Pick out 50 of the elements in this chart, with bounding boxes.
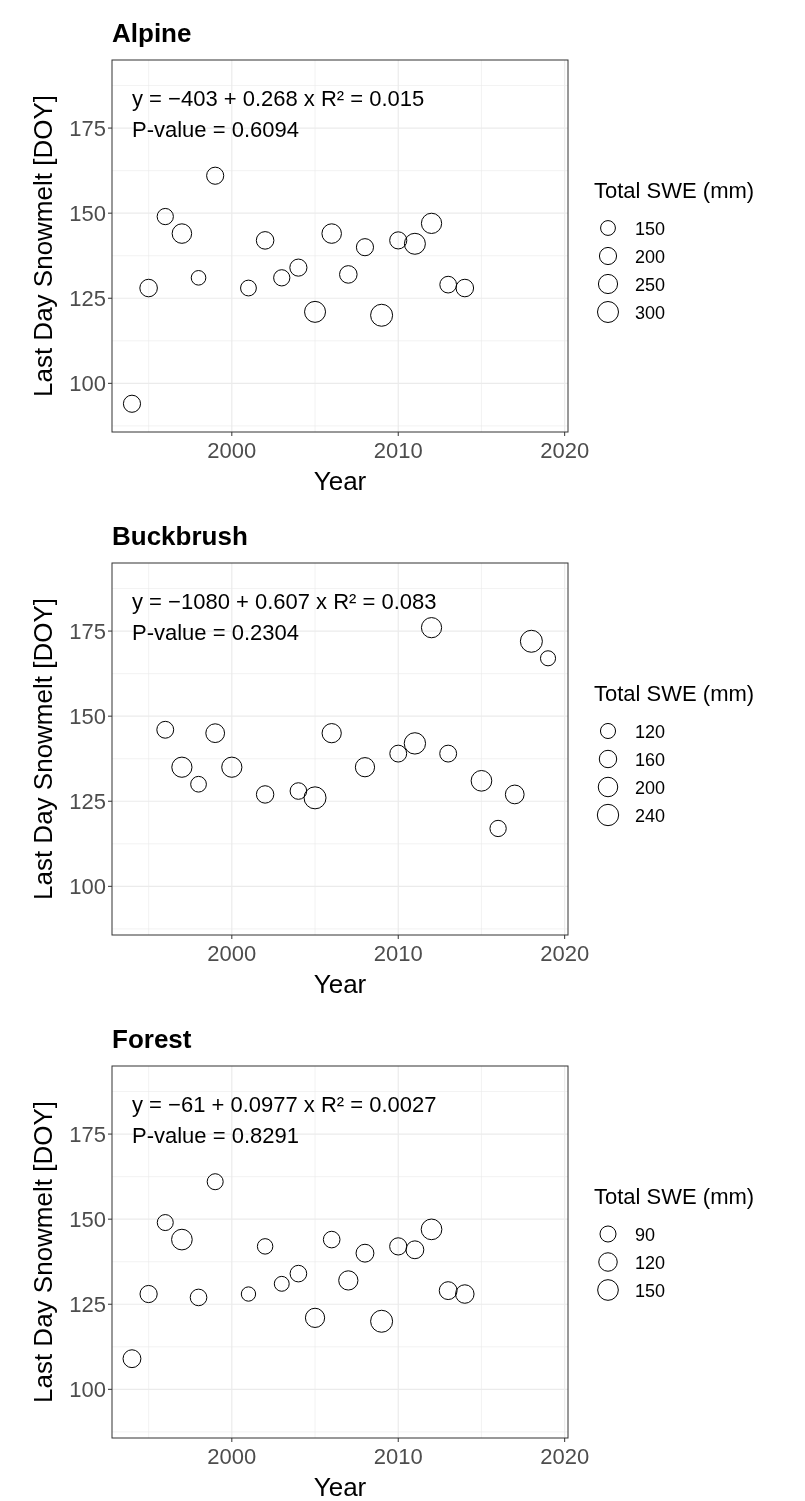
legend-title: Total SWE (mm) [594, 681, 755, 706]
x-tick-label: 2000 [207, 941, 257, 966]
y-axis-title: Last Day Snowmelt [DOY] [28, 1101, 58, 1403]
legend-label: 150 [635, 219, 666, 239]
x-tick-label: 2020 [540, 941, 590, 966]
y-tick-label: 125 [69, 1292, 106, 1318]
legend-title: Total SWE (mm) [594, 1184, 755, 1209]
x-axis-title: Year [313, 1472, 367, 1501]
legend-title: Total SWE (mm) [594, 178, 755, 203]
x-tick-label: 2010 [373, 1444, 423, 1469]
y-tick-label: 100 [69, 371, 106, 397]
annotation: P-value = 0.6094 [132, 117, 299, 142]
y-tick-label: 150 [69, 1207, 106, 1233]
y-tick-label: 100 [69, 1377, 106, 1403]
legend-label: 150 [635, 1281, 666, 1301]
y-tick-label: 150 [69, 201, 106, 227]
y-tick-label: 175 [69, 116, 106, 142]
y-tick-label: 125 [69, 789, 106, 815]
legend-label: 160 [635, 750, 666, 770]
x-axis-title: Year [313, 969, 367, 999]
legend-label: 200 [635, 247, 666, 267]
y-axis-title: Last Day Snowmelt [DOY] [28, 95, 58, 397]
legend-label: 250 [635, 275, 666, 295]
annotation: P-value = 0.8291 [132, 1123, 299, 1148]
y-axis-title: Last Day Snowmelt [DOY] [28, 598, 58, 900]
legend-label: 120 [635, 722, 666, 742]
legend-label: 240 [635, 806, 666, 826]
y-tick-label: 175 [69, 1122, 106, 1148]
y-tick-label: 125 [69, 286, 106, 312]
x-tick-label: 2000 [207, 1444, 257, 1469]
legend-label: 90 [635, 1225, 656, 1245]
chart-title: Buckbrush [112, 521, 248, 551]
annotation: P-value = 0.2304 [132, 620, 299, 645]
y-tick-label: 100 [69, 874, 106, 900]
legend-label: 120 [635, 1253, 666, 1273]
x-tick-label: 2020 [540, 1444, 590, 1469]
x-tick-label: 2010 [373, 941, 423, 966]
y-tick-label: 175 [69, 619, 106, 645]
annotation: y = −403 + 0.268 x R² = 0.015 [132, 86, 425, 111]
chart-title: Alpine [112, 18, 192, 48]
legend-label: 300 [635, 303, 666, 323]
y-tick-label: 150 [69, 704, 106, 730]
x-axis-title: Year [313, 466, 367, 496]
annotation: y = −1080 + 0.607 x R² = 0.083 [132, 589, 437, 614]
x-tick-label: 2000 [207, 438, 257, 463]
annotation: y = −61 + 0.0977 x R² = 0.0027 [132, 1092, 437, 1117]
x-tick-label: 2010 [373, 438, 423, 463]
legend-label: 200 [635, 778, 666, 798]
x-tick-label: 2020 [540, 438, 590, 463]
chart-title: Forest [112, 1024, 192, 1054]
